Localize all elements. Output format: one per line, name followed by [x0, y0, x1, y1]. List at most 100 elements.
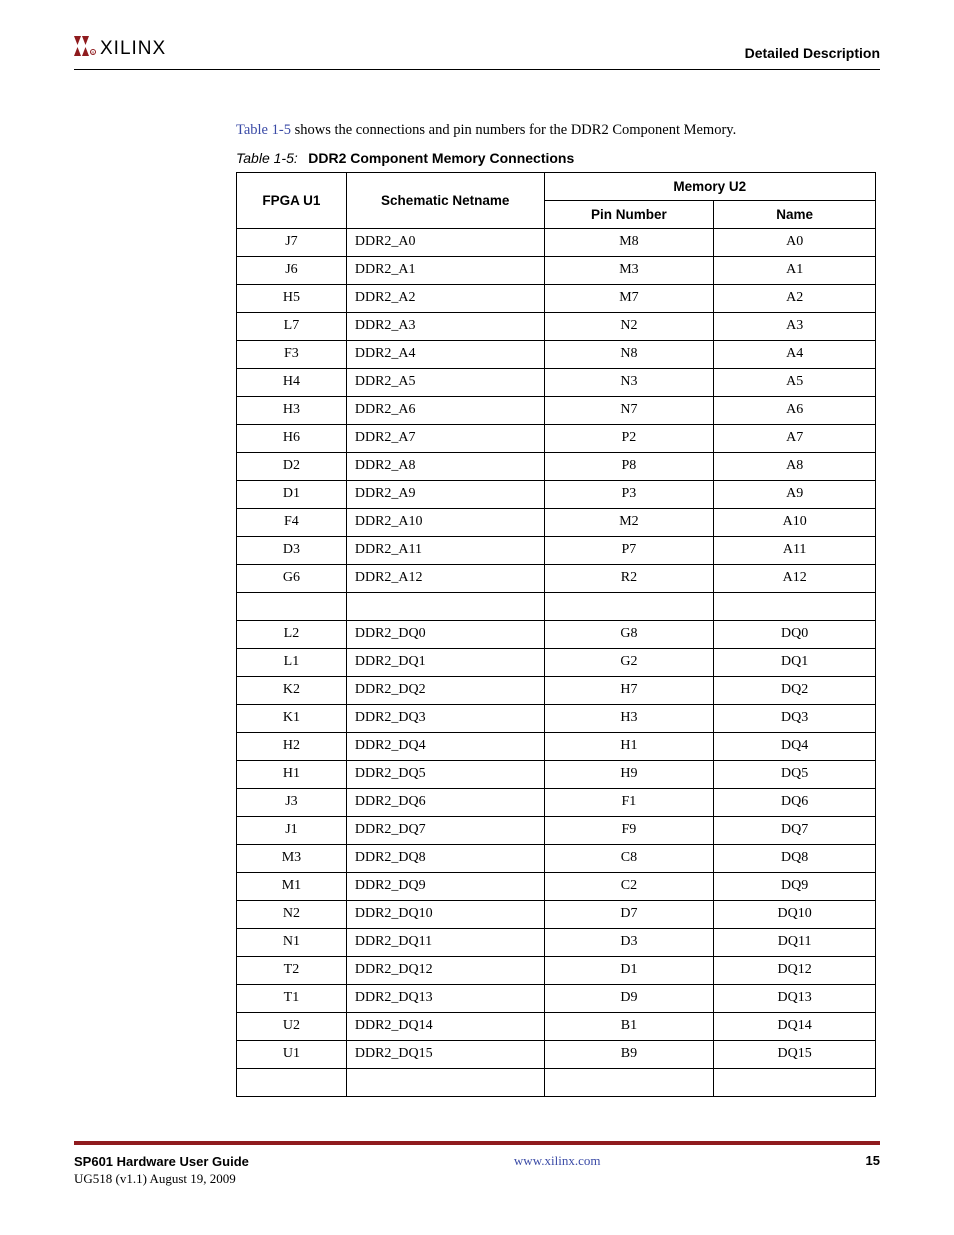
footer-left: SP601 Hardware User Guide UG518 (v1.1) A…	[74, 1153, 249, 1188]
table-row: U2DDR2_DQ14B1DQ14	[237, 1012, 876, 1040]
cell-schematic: DDR2_A5	[346, 368, 544, 396]
table-row: J7DDR2_A0M8A0	[237, 228, 876, 256]
cell-fpga: L1	[237, 648, 347, 676]
footer-page-number: 15	[866, 1153, 880, 1168]
cell-pin: D1	[544, 956, 714, 984]
cell-name: A5	[714, 368, 876, 396]
cell-name: DQ8	[714, 844, 876, 872]
table-row: F3DDR2_A4N8A4	[237, 340, 876, 368]
cell-schematic: DDR2_DQ11	[346, 928, 544, 956]
table-row: M1DDR2_DQ9C2DQ9	[237, 872, 876, 900]
cell-name: A8	[714, 452, 876, 480]
header-divider	[74, 69, 880, 70]
section-title: Detailed Description	[745, 45, 880, 61]
cell-name: DQ5	[714, 760, 876, 788]
cell-pin: M7	[544, 284, 714, 312]
cell-fpga: G6	[237, 564, 347, 592]
cell-schematic: DDR2_A12	[346, 564, 544, 592]
cell-name: A3	[714, 312, 876, 340]
table-row: T1DDR2_DQ13D9DQ13	[237, 984, 876, 1012]
table-row: D1DDR2_A9P3A9	[237, 480, 876, 508]
cell-schematic: DDR2_DQ13	[346, 984, 544, 1012]
page-content: Table 1-5 shows the connections and pin …	[74, 120, 880, 1097]
cell-fpga: J3	[237, 788, 347, 816]
cell-name: DQ14	[714, 1012, 876, 1040]
cell-pin: F1	[544, 788, 714, 816]
cell-pin: H7	[544, 676, 714, 704]
cell-pin: G8	[544, 620, 714, 648]
cell-pin: H1	[544, 732, 714, 760]
th-memory: Memory U2	[544, 172, 875, 200]
cell-schematic: DDR2_A2	[346, 284, 544, 312]
cell-pin: D3	[544, 928, 714, 956]
cell-pin: P2	[544, 424, 714, 452]
cell-pin: B9	[544, 1040, 714, 1068]
empty-cell	[714, 592, 876, 620]
cell-pin: G2	[544, 648, 714, 676]
cell-pin: P3	[544, 480, 714, 508]
page-footer: SP601 Hardware User Guide UG518 (v1.1) A…	[74, 1153, 880, 1188]
empty-cell	[544, 1068, 714, 1096]
cell-name: A4	[714, 340, 876, 368]
cell-fpga: J1	[237, 816, 347, 844]
cell-schematic: DDR2_A7	[346, 424, 544, 452]
cell-name: DQ3	[714, 704, 876, 732]
cell-name: A2	[714, 284, 876, 312]
cell-pin: R2	[544, 564, 714, 592]
footer-url-link[interactable]: www.xilinx.com	[514, 1153, 601, 1168]
caption-title: DDR2 Component Memory Connections	[308, 150, 574, 166]
cell-fpga: J7	[237, 228, 347, 256]
cell-pin: C8	[544, 844, 714, 872]
cell-name: A12	[714, 564, 876, 592]
table-row: F4DDR2_A10M2A10	[237, 508, 876, 536]
empty-cell	[346, 1068, 544, 1096]
table-row: N1DDR2_DQ11D3DQ11	[237, 928, 876, 956]
empty-cell	[714, 1068, 876, 1096]
cell-pin: P8	[544, 452, 714, 480]
cell-schematic: DDR2_A3	[346, 312, 544, 340]
cell-fpga: J6	[237, 256, 347, 284]
cell-name: A10	[714, 508, 876, 536]
table-row: G6DDR2_A12R2A12	[237, 564, 876, 592]
table-row: L2DDR2_DQ0G8DQ0	[237, 620, 876, 648]
table-row: D2DDR2_A8P8A8	[237, 452, 876, 480]
table-row: L1DDR2_DQ1G2DQ1	[237, 648, 876, 676]
cell-name: A7	[714, 424, 876, 452]
cell-schematic: DDR2_DQ0	[346, 620, 544, 648]
cell-pin: H9	[544, 760, 714, 788]
empty-cell	[544, 592, 714, 620]
cell-pin: P7	[544, 536, 714, 564]
cell-pin: B1	[544, 1012, 714, 1040]
cell-name: A9	[714, 480, 876, 508]
table-row	[237, 592, 876, 620]
table-row: H1DDR2_DQ5H9DQ5	[237, 760, 876, 788]
cell-pin: M8	[544, 228, 714, 256]
table-reference-link[interactable]: Table 1-5	[236, 122, 291, 138]
cell-name: A0	[714, 228, 876, 256]
cell-schematic: DDR2_DQ10	[346, 900, 544, 928]
ddr2-connections-table: FPGA U1 Schematic Netname Memory U2 Pin …	[236, 172, 876, 1097]
cell-schematic: DDR2_A9	[346, 480, 544, 508]
xilinx-logo: R XILINX	[74, 36, 166, 61]
caption-label: Table 1-5:	[236, 150, 298, 166]
xilinx-logo-mark: R	[74, 36, 96, 61]
table-row: J3DDR2_DQ6F1DQ6	[237, 788, 876, 816]
table-row: N2DDR2_DQ10D7DQ10	[237, 900, 876, 928]
cell-pin: N2	[544, 312, 714, 340]
table-row: D3DDR2_A11P7A11	[237, 536, 876, 564]
cell-schematic: DDR2_DQ2	[346, 676, 544, 704]
table-row: U1DDR2_DQ15B9DQ15	[237, 1040, 876, 1068]
cell-name: DQ12	[714, 956, 876, 984]
empty-cell	[346, 592, 544, 620]
cell-name: DQ9	[714, 872, 876, 900]
cell-fpga: H4	[237, 368, 347, 396]
cell-schematic: DDR2_DQ5	[346, 760, 544, 788]
empty-cell	[237, 1068, 347, 1096]
intro-text: shows the connections and pin numbers fo…	[291, 122, 736, 138]
table-row: H2DDR2_DQ4H1DQ4	[237, 732, 876, 760]
cell-name: DQ11	[714, 928, 876, 956]
svg-text:R: R	[92, 50, 95, 55]
cell-schematic: DDR2_A8	[346, 452, 544, 480]
cell-fpga: F3	[237, 340, 347, 368]
cell-schematic: DDR2_DQ15	[346, 1040, 544, 1068]
